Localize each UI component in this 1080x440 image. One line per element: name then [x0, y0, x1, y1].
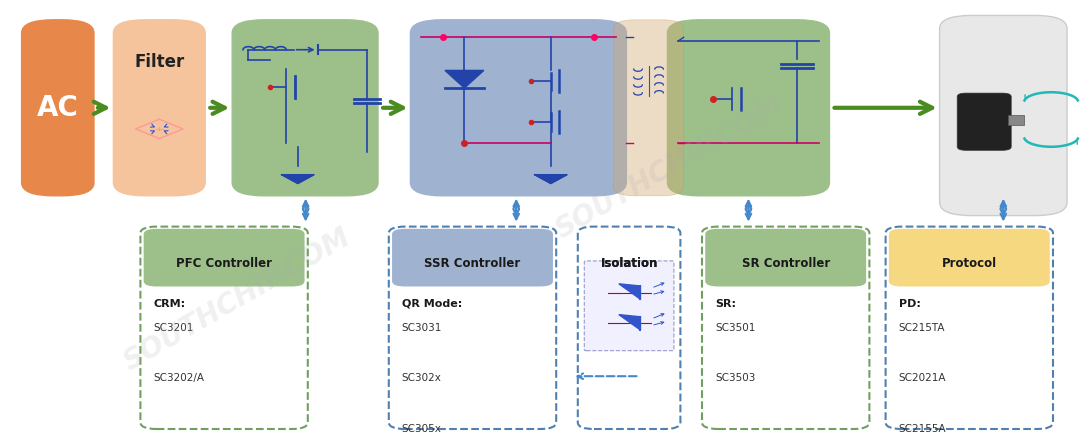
FancyBboxPatch shape: [705, 229, 866, 286]
FancyBboxPatch shape: [578, 227, 680, 429]
FancyBboxPatch shape: [667, 20, 829, 196]
Text: SR Controller: SR Controller: [742, 257, 829, 270]
Text: Isolation: Isolation: [600, 257, 658, 270]
FancyBboxPatch shape: [957, 93, 1011, 150]
Text: SC3202/A: SC3202/A: [153, 374, 204, 383]
Text: Isolation: Isolation: [600, 257, 658, 270]
Bar: [1008, 115, 1024, 125]
Text: SC2021A: SC2021A: [899, 374, 946, 383]
Text: SC3031: SC3031: [402, 323, 442, 333]
Polygon shape: [619, 284, 640, 299]
Text: SC3201: SC3201: [153, 323, 193, 333]
FancyBboxPatch shape: [410, 20, 626, 196]
FancyBboxPatch shape: [889, 229, 1050, 286]
Text: Protocol: Protocol: [942, 257, 997, 270]
Polygon shape: [535, 175, 567, 183]
FancyBboxPatch shape: [140, 227, 308, 429]
Text: QR Mode:: QR Mode:: [402, 299, 462, 309]
Text: SC302x: SC302x: [402, 374, 442, 383]
Polygon shape: [282, 175, 314, 183]
Text: SOUTHCHIP.COM: SOUTHCHIP.COM: [551, 91, 788, 244]
Text: SC3501: SC3501: [715, 323, 755, 333]
Text: CRM:: CRM:: [153, 299, 186, 309]
Text: PFC Controller: PFC Controller: [176, 257, 272, 270]
Text: SC2155A: SC2155A: [899, 424, 946, 434]
Text: AC: AC: [37, 94, 79, 122]
Text: SC215TA: SC215TA: [899, 323, 945, 333]
Text: PD:: PD:: [899, 299, 920, 309]
Text: SC305x: SC305x: [402, 424, 442, 434]
Polygon shape: [445, 70, 484, 88]
Text: SR:: SR:: [715, 299, 735, 309]
FancyBboxPatch shape: [113, 20, 205, 196]
Text: SOUTHCHIP.COM: SOUTHCHIP.COM: [119, 223, 356, 376]
FancyBboxPatch shape: [22, 20, 94, 196]
FancyBboxPatch shape: [392, 229, 553, 286]
Polygon shape: [619, 315, 640, 330]
FancyBboxPatch shape: [886, 227, 1053, 429]
FancyBboxPatch shape: [232, 20, 378, 196]
FancyBboxPatch shape: [144, 229, 305, 286]
FancyBboxPatch shape: [584, 261, 674, 351]
FancyBboxPatch shape: [940, 15, 1067, 216]
FancyBboxPatch shape: [613, 20, 684, 196]
Text: Filter: Filter: [134, 53, 185, 71]
FancyBboxPatch shape: [389, 227, 556, 429]
FancyBboxPatch shape: [702, 227, 869, 429]
Text: SSR Controller: SSR Controller: [424, 257, 521, 270]
Text: SC3503: SC3503: [715, 374, 755, 383]
